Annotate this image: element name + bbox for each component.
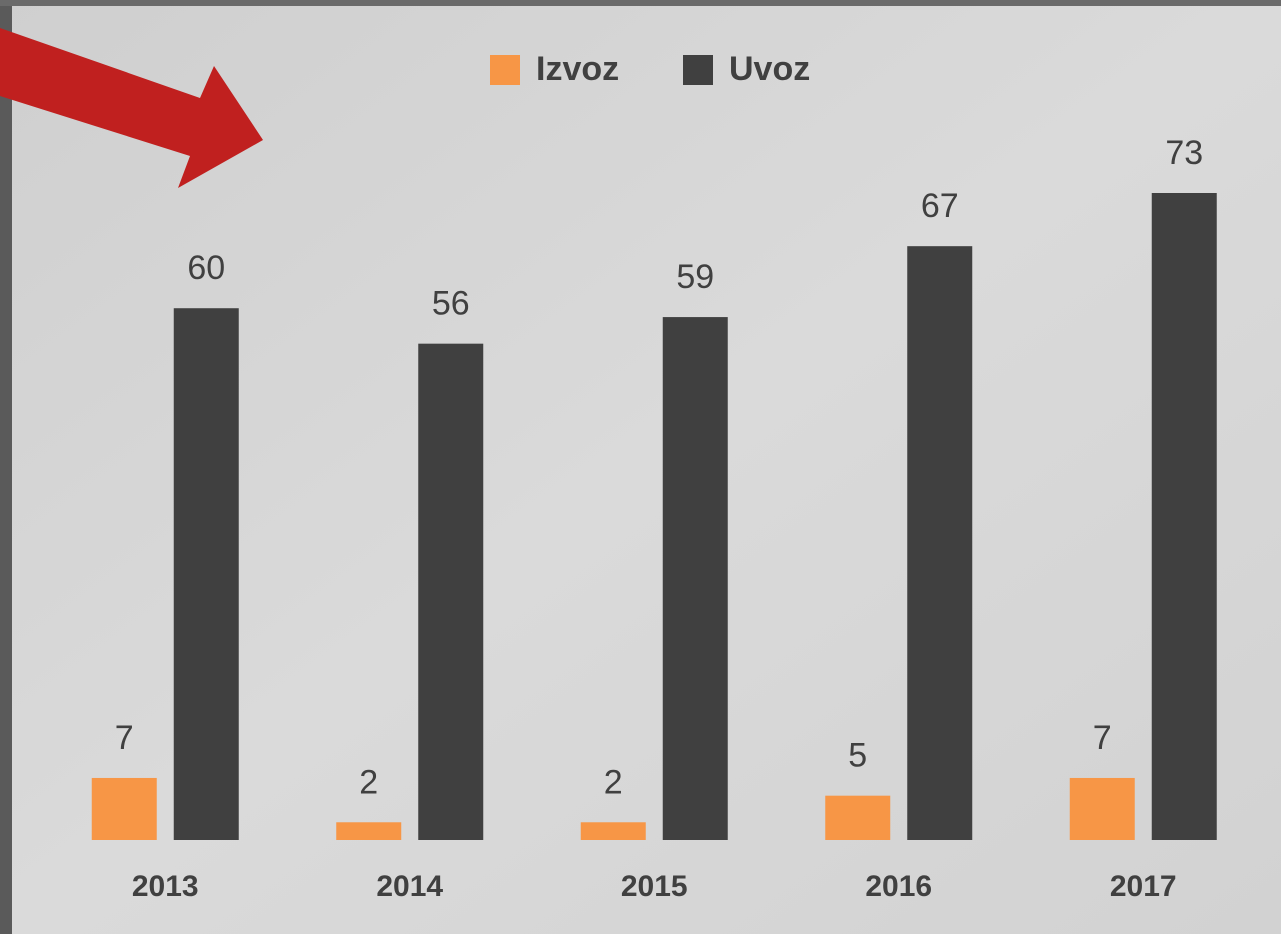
bar [580,822,646,840]
value-label: 73 [1165,134,1203,172]
value-label: 7 [1093,719,1112,757]
x-tick-label: 2017 [1110,870,1177,903]
value-label: 7 [115,719,134,757]
bar [1069,777,1135,840]
legend-swatch [490,55,520,85]
value-label: 5 [848,737,867,775]
value-label: 56 [432,285,470,323]
x-tick-label: 2013 [132,870,199,903]
left-edge [0,0,12,934]
x-tick-label: 2016 [865,870,932,903]
bar [907,246,973,840]
bar [1151,193,1217,840]
value-label: 67 [921,187,959,225]
x-tick-label: 2014 [376,870,443,903]
legend-swatch [683,55,713,85]
top-edge [0,0,1281,6]
legend-label: Uvoz [729,50,810,88]
value-label: 59 [676,258,714,296]
bar [418,343,484,840]
bar [173,308,239,840]
x-tick-label: 2015 [621,870,688,903]
bar [825,795,891,840]
value-label: 2 [359,763,378,801]
bar [336,822,402,840]
legend-label: Izvoz [536,50,619,88]
value-label: 60 [187,249,225,287]
arrow [0,28,263,188]
bar [91,777,157,840]
value-label: 2 [604,763,623,801]
bar [662,317,728,841]
